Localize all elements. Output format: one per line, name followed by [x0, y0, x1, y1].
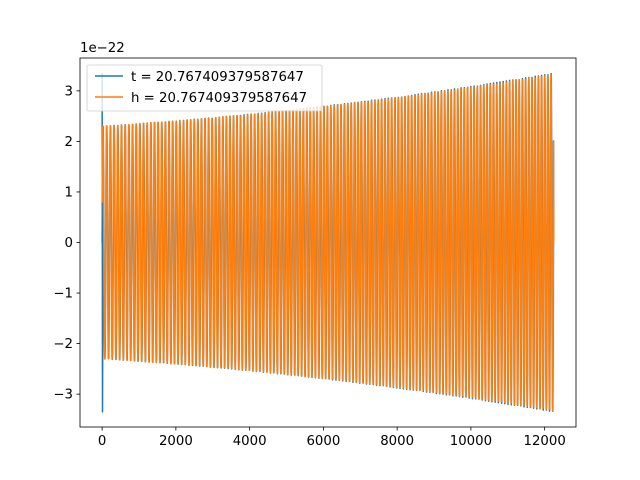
- x-tick-label: 8000: [380, 434, 414, 449]
- y-tick-label: −2: [53, 337, 73, 352]
- x-tick-label: 10000: [450, 434, 492, 449]
- x-tick-label: 6000: [306, 434, 340, 449]
- legend-label-t: t = 20.767409379587647: [131, 70, 304, 85]
- legend: t = 20.767409379587647 h = 20.7674093795…: [86, 64, 323, 112]
- x-axis: 0 2000 4000 6000 8000 10000 12000: [98, 427, 566, 449]
- y-tick-label: 0: [65, 236, 73, 251]
- x-tick-label: 0: [98, 434, 106, 449]
- y-tick-label: 2: [65, 135, 73, 150]
- y-offset-label: 1e−22: [80, 41, 125, 56]
- y-tick-label: −1: [53, 287, 73, 302]
- x-tick-label: 2000: [159, 434, 193, 449]
- legend-frame: [86, 64, 323, 112]
- x-tick-label: 4000: [233, 434, 267, 449]
- y-tick-label: 3: [65, 84, 73, 99]
- legend-label-h: h = 20.767409379587647: [131, 91, 307, 106]
- x-tick-label: 12000: [523, 434, 565, 449]
- y-tick-label: −3: [53, 388, 73, 403]
- y-axis: −3 −2 −1 0 1 2 3: [53, 84, 80, 403]
- series-line-h: [101, 74, 555, 412]
- y-tick-label: 1: [65, 185, 73, 200]
